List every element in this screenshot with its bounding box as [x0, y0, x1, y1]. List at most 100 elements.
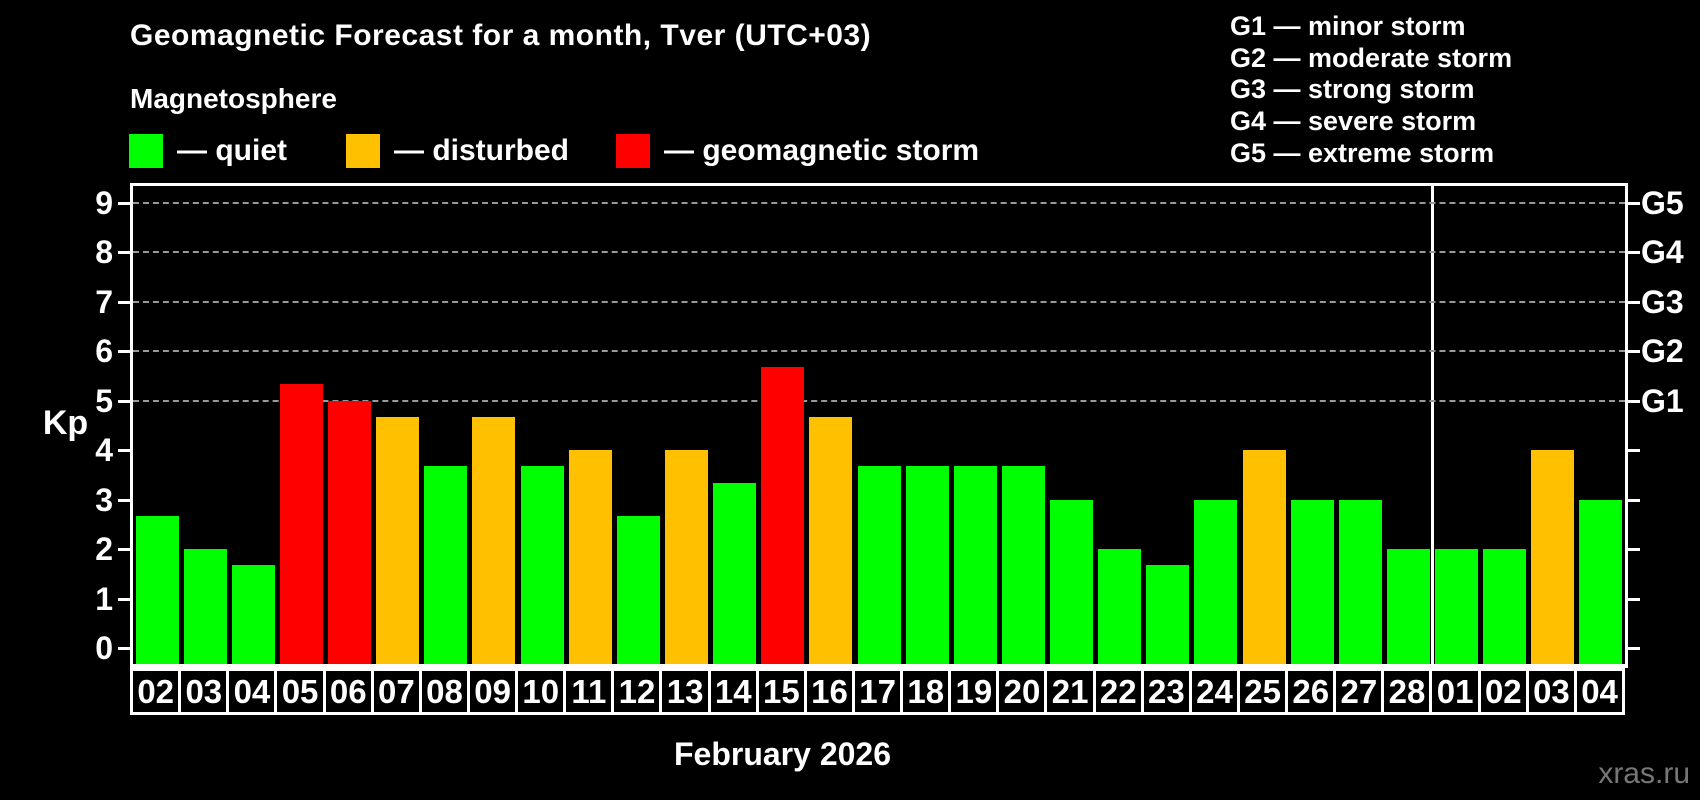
g-legend-line: G3 — strong storm [1230, 74, 1475, 105]
left-axis-tick-9 [118, 201, 130, 205]
right-axis-tick-5 [1628, 399, 1640, 403]
date-cell-18: 18 [900, 668, 952, 715]
plot-area: Kp 0 1 2 3 4 5 6 7 8 9 G5 G4 G3 G2 G1 [43, 183, 1684, 668]
kp-bar-day-24 [1194, 499, 1238, 664]
gridline-kp-9 [133, 201, 1625, 204]
left-axis-tick-0 [118, 647, 130, 650]
kp-bar-day-22 [1098, 549, 1142, 664]
gridline-kp-6 [133, 350, 1625, 352]
date-cell-03: 03 [1525, 668, 1578, 715]
y-axis-label-7: 7 [95, 283, 113, 320]
date-cell-14: 14 [707, 668, 759, 715]
y-axis-label-5: 5 [95, 382, 113, 419]
kp-bar-day-19 [953, 466, 997, 664]
date-cell-11: 11 [563, 668, 615, 715]
left-axis-tick-7 [118, 300, 130, 304]
left-axis-tick-3 [118, 498, 130, 502]
kp-bar-day-03 [183, 549, 227, 664]
left-axis-tick-8 [118, 251, 130, 254]
legend-storm-label: — geomagnetic storm [664, 134, 980, 167]
kp-bar-day-28 [1386, 549, 1430, 664]
kp-bar-day-02 [1483, 549, 1527, 664]
g-legend-line: G1 — minor storm [1230, 11, 1466, 41]
right-axis-tick-8 [1628, 251, 1640, 254]
date-cell-02: 02 [130, 668, 182, 715]
kp-bar-day-04 [1579, 499, 1623, 664]
disturbed-color-swatch [346, 134, 380, 168]
date-cell-22: 22 [1092, 668, 1144, 715]
kp-bar-day-25 [1242, 450, 1286, 664]
date-cell-01: 01 [1429, 668, 1481, 715]
right-axis-tick-9 [1628, 201, 1640, 205]
storm-color-swatch [616, 134, 650, 168]
kp-bar-day-09 [472, 416, 516, 664]
legend-item-disturbed: — disturbed [346, 133, 569, 169]
date-cell-06: 06 [322, 668, 374, 715]
g-legend-line: G5 — extreme storm [1230, 137, 1495, 168]
date-cell-07: 07 [370, 668, 423, 715]
gridline-kp-5 [133, 399, 1625, 402]
kp-bar-day-08 [424, 466, 468, 664]
kp-bar-day-23 [1146, 565, 1190, 664]
watermark: xras.ru [1598, 757, 1690, 790]
kp-bar-day-02 [135, 515, 179, 664]
date-cell-04: 04 [226, 668, 278, 715]
kp-bar-day-11 [568, 450, 612, 664]
date-cell-20: 20 [996, 668, 1048, 715]
date-cell-13: 13 [659, 668, 711, 715]
legend-item-quiet: — quiet [129, 133, 287, 169]
date-cell-25: 25 [1236, 668, 1289, 715]
right-axis-tick-6 [1628, 350, 1640, 353]
month-separator-line [1430, 186, 1434, 664]
legend-quiet-label: — quiet [177, 134, 287, 167]
legend-disturbed-label: — disturbed [394, 134, 570, 167]
y-axis-label-0: 0 [95, 630, 113, 666]
legend-item-storm: — geomagnetic storm [616, 133, 979, 169]
date-cell-17: 17 [851, 668, 904, 715]
kp-bar-day-12 [616, 515, 660, 664]
g-legend-line: G2 — moderate storm [1230, 42, 1513, 73]
right-axis-tick-1 [1628, 597, 1640, 601]
kp-bar-day-21 [1050, 499, 1094, 664]
date-cell-12: 12 [611, 668, 663, 715]
g-legend-line: G4 — severe storm [1230, 106, 1477, 137]
left-axis-tick-5 [118, 399, 130, 403]
kp-bar-day-05 [279, 384, 323, 664]
date-cell-27: 27 [1333, 668, 1385, 715]
kp-bar-day-13 [664, 450, 708, 664]
kp-bar-day-27 [1338, 499, 1382, 664]
y-axis-label-1: 1 [95, 580, 113, 617]
y-axis-label-6: 6 [95, 333, 113, 369]
date-cell-10: 10 [515, 668, 567, 715]
kp-bar-day-17 [857, 466, 901, 664]
right-axis-tick-0 [1628, 647, 1640, 650]
kp-bar-day-20 [1001, 466, 1045, 664]
kp-bar-day-04 [231, 565, 275, 664]
y-axis-label-9: 9 [95, 184, 113, 221]
date-cell-28: 28 [1381, 668, 1433, 715]
kp-bar-day-10 [520, 466, 564, 664]
magnetosphere-label: Magnetosphere [130, 83, 337, 114]
date-cell-23: 23 [1140, 668, 1193, 715]
kp-bar-day-16 [809, 416, 853, 664]
kp-bar-day-07 [376, 416, 420, 664]
date-cell-08: 08 [418, 668, 471, 715]
kp-bar-day-03 [1531, 450, 1575, 664]
quiet-color-swatch [129, 134, 163, 168]
date-cell-26: 26 [1285, 668, 1337, 715]
y-axis-label-2: 2 [95, 531, 113, 567]
date-cell-05: 05 [274, 668, 326, 715]
date-cell-04: 04 [1573, 668, 1626, 715]
left-axis-tick-2 [118, 548, 130, 551]
date-cell-21: 21 [1044, 668, 1096, 715]
chart-title: Geomagnetic Forecast for a month, Tver (… [130, 19, 872, 52]
g-axis-label-G5: G5 [1641, 184, 1684, 221]
kp-bar-day-26 [1290, 499, 1334, 664]
right-axis-tick-3 [1628, 498, 1640, 502]
y-axis-label-8: 8 [95, 234, 113, 270]
kp-bar-day-18 [905, 466, 949, 664]
g-axis-label-G4: G4 [1641, 234, 1684, 270]
y-axis-label-3: 3 [95, 481, 113, 518]
kp-bar-day-01 [1435, 549, 1479, 664]
